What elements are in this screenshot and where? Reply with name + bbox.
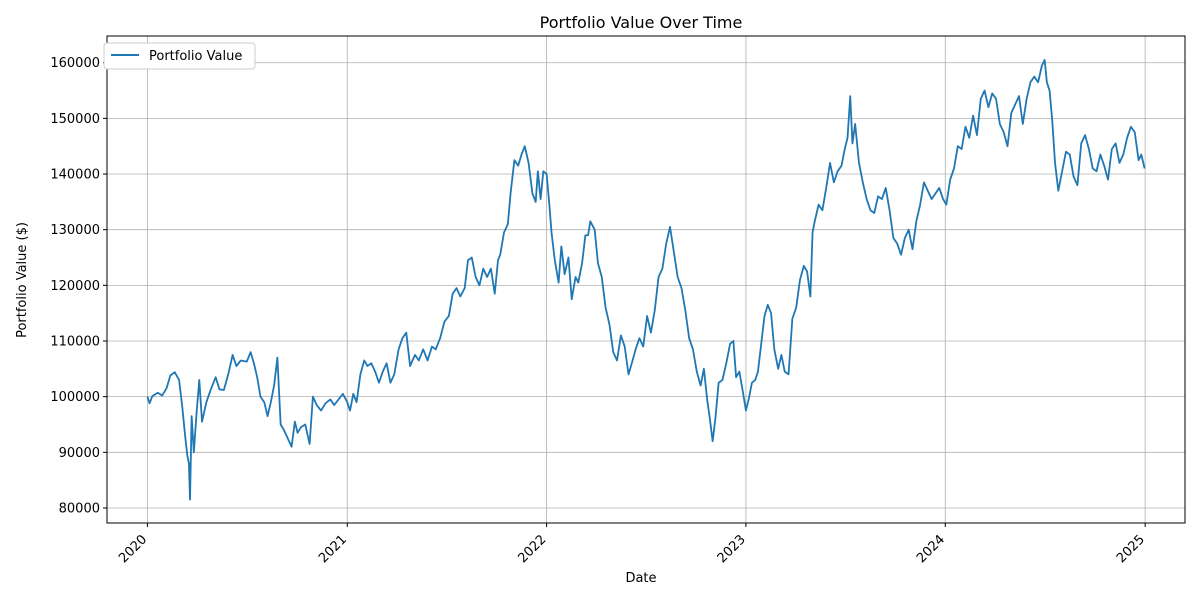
y-tick-label: 120000 (50, 279, 100, 294)
x-tick-label: 2023 (715, 532, 749, 566)
x-tick-label: 2025 (1114, 532, 1148, 566)
y-tick-label: 80000 (59, 501, 100, 516)
y-tick-label: 150000 (50, 112, 100, 127)
y-tick-label: 100000 (50, 390, 100, 405)
y-tick-label: 130000 (50, 223, 100, 238)
chart-title: Portfolio Value Over Time (540, 13, 743, 32)
x-tick-label: 2020 (116, 532, 150, 566)
x-tick-label: 2022 (515, 532, 549, 566)
grid-lines (107, 36, 1185, 523)
plot-area-frame (106, 35, 1186, 524)
tick-layer: 80000 90000 100000 110000 120000 130000 140000… (50, 56, 1148, 566)
x-tick-label: 2021 (316, 532, 350, 566)
y-tick-label: 110000 (50, 335, 100, 350)
legend-label: Portfolio Value (149, 49, 242, 64)
series-line-portfolio-value (146, 59, 1146, 501)
series-layer (146, 59, 1146, 501)
x-axis-label: Date (625, 571, 656, 586)
y-tick-label: 160000 (50, 56, 100, 71)
y-tick-label: 90000 (59, 446, 100, 461)
y-tick-label: 140000 (50, 168, 100, 183)
y-axis-label: Portfolio Value ($) (15, 222, 30, 338)
x-tick-label: 2024 (914, 532, 948, 566)
legend: Portfolio Value (103, 42, 256, 70)
legend-box (103, 42, 256, 70)
